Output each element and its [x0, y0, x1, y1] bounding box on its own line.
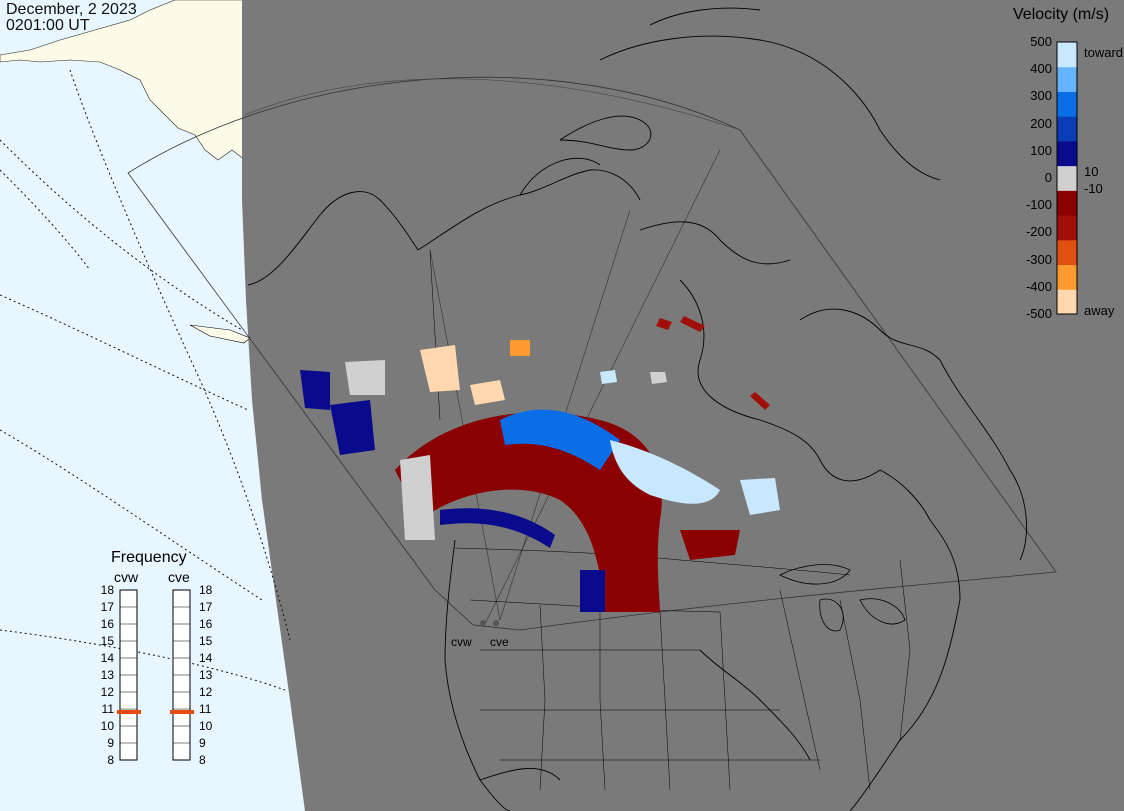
toward-label: toward: [1084, 45, 1124, 60]
scatter-patch: [680, 316, 705, 332]
frequency-tick-label-left: 14: [100, 651, 114, 665]
alaska-land: [0, 0, 246, 161]
scatter-patch: [330, 400, 375, 455]
fov-beam-line: [485, 149, 721, 623]
colorbar-segment: [1057, 190, 1077, 216]
date-label: December, 2 2023: [6, 1, 137, 18]
site-marker-cve: [493, 620, 499, 626]
frequency-tick-label-left: 13: [100, 668, 114, 682]
frequency-tick-label-right: 13: [199, 668, 213, 682]
frequency-tick-label-left: 8: [107, 753, 114, 767]
away-label: away: [1084, 303, 1115, 318]
scatter-patch: [740, 478, 780, 515]
great-lakes: [779, 564, 906, 632]
frequency-tick-label-left: 11: [101, 702, 114, 716]
lat-lon-grid: [0, 69, 291, 691]
frequency-tick-label-left: 18: [100, 583, 114, 597]
time-label: 0201:00 UT: [6, 17, 90, 34]
frequency-tick-label-left: 9: [107, 736, 114, 750]
colorbar-segment: [1057, 264, 1077, 290]
colorbar-segment: [1057, 42, 1077, 68]
velocity-colorbar: [1056, 41, 1078, 315]
frequency-tick-label-right: 15: [199, 634, 213, 648]
scatter-patch: [600, 370, 617, 384]
colorbar-segment: [1057, 215, 1077, 241]
frequency-tick-label-right: 8: [199, 753, 206, 767]
radar-fov-outline: [127, 76, 1057, 631]
colorbar-segment: [1057, 116, 1077, 142]
colorbar-segment: [1057, 289, 1077, 315]
frequency-tick-label-right: 17: [199, 600, 213, 614]
velocity-tick-label: 0: [1044, 170, 1052, 185]
frequency-tick-label-right: 9: [199, 736, 206, 750]
scatter-patch: [345, 360, 385, 395]
site-label-cve: cve: [490, 635, 509, 649]
colorbar-segment: [1057, 66, 1077, 92]
scatter-patch: [510, 340, 530, 356]
backscatter-data: [300, 316, 780, 612]
scatter-patch: [300, 370, 330, 410]
velocity-tick-label: -200: [1025, 224, 1052, 240]
site-marker-cvw: [480, 620, 486, 626]
frequency-tick-label-left: 16: [100, 617, 114, 631]
aleutian-islands: [189, 324, 251, 344]
frequency-tick-label-left: 10: [100, 719, 114, 733]
scatter-patch: [470, 380, 505, 405]
frequency-scales: [117, 589, 194, 761]
frequency-tick-label-right: 12: [199, 685, 213, 699]
coastlines: [247, 7, 1028, 811]
velocity-tick-label: -400: [1025, 278, 1052, 294]
scatter-region-toward-fast: [610, 440, 720, 504]
colorbar-segment: [1057, 91, 1077, 117]
frequency-tick-label-right: 14: [199, 651, 213, 665]
neg-threshold-label: -10: [1084, 181, 1103, 196]
site-label-cvw: cvw: [451, 635, 472, 649]
velocity-tick-label: 200: [1030, 115, 1052, 131]
scatter-patch: [650, 372, 667, 384]
velocity-tick-label: 300: [1030, 88, 1052, 104]
scatter-patch: [656, 318, 672, 330]
scatter-patch: [400, 455, 435, 540]
velocity-tick-label: 500: [1030, 34, 1052, 49]
colorbar-segment: [1057, 140, 1077, 167]
scatter-patch: [680, 530, 740, 560]
velocity-tick-label: -300: [1025, 251, 1052, 267]
velocity-tick-label: -500: [1025, 306, 1052, 321]
fov-arc: [244, 78, 741, 131]
pos-threshold-label: 10: [1084, 164, 1099, 179]
radar-label-cve: cve: [168, 569, 190, 585]
velocity-tick-label: -100: [1025, 197, 1052, 213]
colorbar-frame: [1056, 41, 1078, 315]
scatter-patch: [420, 345, 460, 392]
scatter-region-toward-mid: [500, 409, 620, 470]
frequency-tick-label-left: 15: [100, 634, 114, 648]
scatter-patch: [580, 570, 605, 612]
frequency-title: Frequency: [111, 549, 187, 566]
frequency-tick-label-right: 18: [199, 583, 213, 597]
frequency-tick-label-right: 10: [199, 719, 213, 733]
radar-label-cvw: cvw: [114, 569, 139, 585]
frequency-tick-label-right: 11: [199, 702, 212, 716]
frequency-tick-label-right: 16: [199, 617, 213, 631]
frequency-tick-label-left: 12: [100, 685, 114, 699]
velocity-tick-label: 100: [1030, 142, 1052, 158]
night-shadow: [242, 0, 1124, 811]
frequency-tick-label-left: 17: [100, 600, 114, 614]
velocity-tick-label: 400: [1030, 61, 1052, 77]
velocity-scale-title: Velocity (m/s): [1013, 6, 1110, 23]
scatter-patch: [750, 392, 770, 410]
scatter-patch: [440, 508, 555, 548]
colorbar-segment: [1057, 239, 1077, 266]
colorbar-segment: [1057, 165, 1077, 191]
